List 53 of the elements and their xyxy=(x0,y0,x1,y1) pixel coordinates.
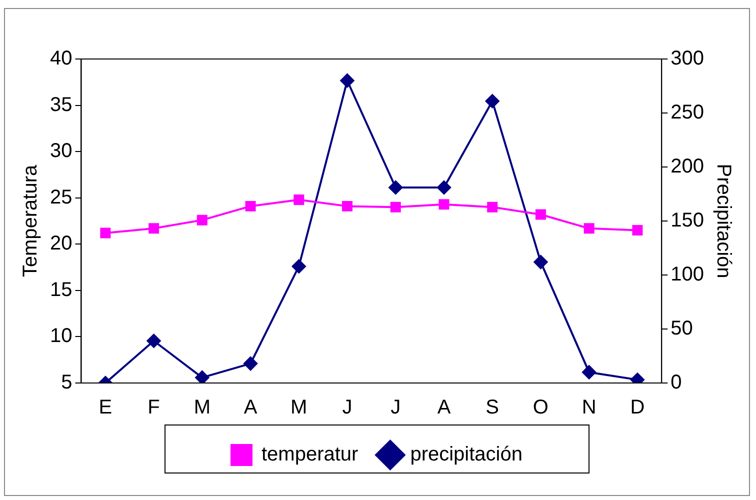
point xyxy=(534,255,548,270)
y-tick-label: 10 xyxy=(50,325,72,348)
y-tick-label: 25 xyxy=(50,186,72,208)
x-tick-label: A xyxy=(244,396,258,419)
point xyxy=(388,180,403,195)
y2-tick-label: 100 xyxy=(670,264,704,286)
y2-tick-label: 300 xyxy=(670,48,704,70)
point xyxy=(342,200,352,212)
y2-tick-label: 50 xyxy=(670,318,693,340)
y2-tick-label: 0 xyxy=(670,372,682,394)
y2-tick-label: 200 xyxy=(670,156,704,178)
point xyxy=(582,365,596,380)
x-tick-label: D xyxy=(630,396,645,419)
y-tick-label: 20 xyxy=(50,232,72,255)
point xyxy=(292,259,306,274)
y-tick-label: 30 xyxy=(50,140,72,162)
y2-tick-label: 150 xyxy=(670,210,704,232)
point xyxy=(632,225,643,236)
y-tick-label: 40 xyxy=(50,48,72,70)
point xyxy=(438,199,450,210)
y2-axis-title: Precipitación xyxy=(712,164,734,278)
y2-tick-label: 250 xyxy=(670,102,704,124)
y-tick-label: 5 xyxy=(61,372,72,394)
x-tick-label: J xyxy=(390,396,401,419)
legend-label: temperatur xyxy=(262,444,359,466)
y-axis-title: Temperatura xyxy=(20,164,42,278)
x-tick-label: M xyxy=(290,396,308,419)
point xyxy=(196,214,208,226)
point xyxy=(146,334,161,348)
point xyxy=(294,194,304,205)
x-tick-label: A xyxy=(437,396,452,419)
point xyxy=(100,228,111,238)
x-tick-label: S xyxy=(486,396,500,419)
point xyxy=(535,209,546,220)
legend-label: precipitación xyxy=(410,444,523,466)
y-tick-label: 35 xyxy=(50,94,72,116)
point xyxy=(148,223,160,234)
point xyxy=(436,180,451,195)
point xyxy=(390,202,401,212)
point xyxy=(195,370,210,383)
x-tick-label: N xyxy=(582,396,596,419)
x-tick-label: M xyxy=(194,396,210,419)
point xyxy=(487,202,498,212)
x-tick-label: E xyxy=(98,396,112,419)
x-tick-label: J xyxy=(342,396,352,419)
x-tick-label: F xyxy=(148,396,160,419)
point xyxy=(245,200,256,212)
point xyxy=(584,223,594,234)
point xyxy=(244,356,258,371)
x-tick-label: O xyxy=(532,396,548,419)
point xyxy=(485,94,500,108)
point xyxy=(340,74,354,88)
y-tick-label: 15 xyxy=(50,278,72,301)
